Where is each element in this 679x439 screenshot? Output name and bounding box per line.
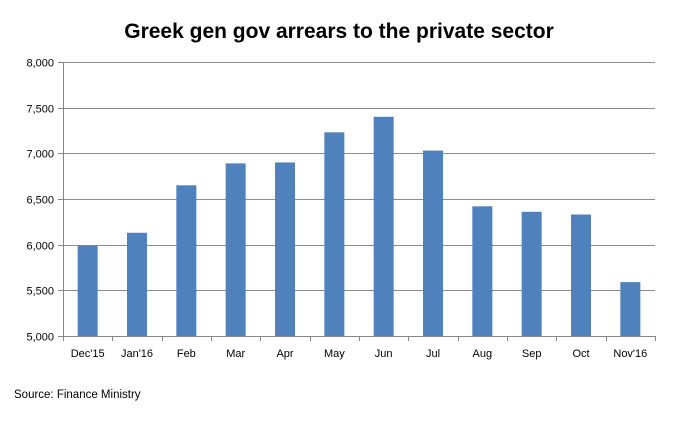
x-tick-label: Nov'16 (613, 348, 647, 360)
bar (620, 282, 641, 336)
x-tick-label: Jun (375, 348, 393, 360)
x-tick-label: Dec'15 (71, 348, 105, 360)
x-tick-label: Sep (522, 348, 542, 360)
y-tick-label: 5,500 (26, 286, 54, 298)
x-tick-label: Jan'16 (121, 348, 153, 360)
x-tick-label: Oct (572, 348, 589, 360)
gridlines (63, 62, 655, 291)
bar (571, 214, 591, 336)
chart-title: Greek gen gov arrears to the private sec… (124, 20, 554, 43)
y-tick-label: 5,000 (26, 332, 54, 344)
x-tick-label: Jul (426, 348, 440, 360)
y-tick-label: 8,000 (26, 58, 54, 70)
bar (225, 163, 246, 336)
bar (472, 206, 493, 336)
y-tick-label: 7,000 (26, 149, 54, 161)
bar (521, 211, 542, 336)
y-axis-tick-labels: 5,000 5,500 6,000 6,500 7,000 7,500 8,000 (26, 58, 54, 344)
x-tick-label: Aug (473, 348, 493, 360)
x-tick-label: Mar (226, 348, 245, 360)
bar (423, 150, 443, 336)
bar (77, 245, 98, 336)
x-tick-label: May (324, 348, 345, 360)
bar (127, 232, 147, 336)
bars (77, 116, 641, 336)
bar (176, 185, 197, 336)
x-tick-label: Feb (177, 348, 196, 360)
y-tick-label: 7,500 (26, 104, 54, 116)
bar (275, 162, 295, 336)
source-note: Source: Finance Ministry (14, 389, 141, 401)
y-tick-label: 6,500 (26, 195, 54, 207)
x-axis-tick-labels: Dec'15 Jan'16 Feb Mar Apr May Jun Jul Aug Sep Oct N… (71, 348, 648, 360)
x-tick-label: Apr (276, 348, 293, 360)
bar (373, 116, 394, 336)
y-tick-label: 6,000 (26, 241, 54, 253)
bar (324, 132, 345, 336)
axes (58, 62, 656, 341)
